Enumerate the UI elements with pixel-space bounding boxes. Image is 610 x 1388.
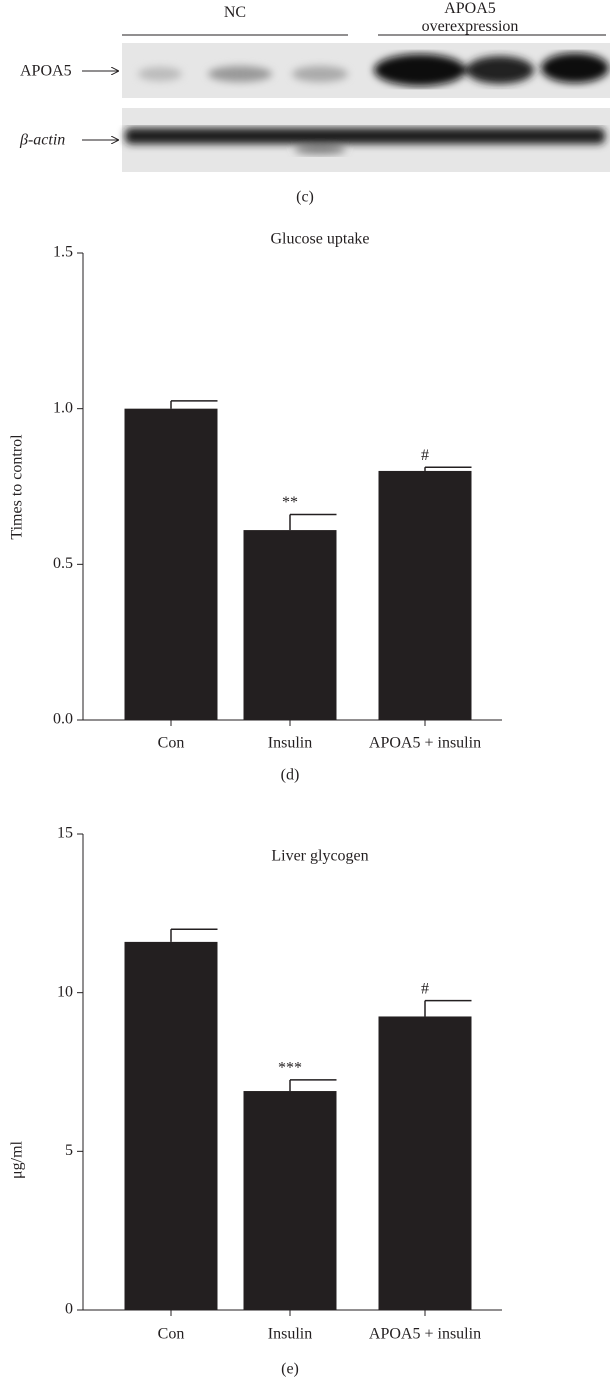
caption: (e) <box>281 1361 299 1378</box>
group-label: APOA5 overexpression <box>410 0 530 36</box>
y-tick-label: 1.0 <box>53 399 73 416</box>
y-tick-label: 15 <box>57 825 73 842</box>
significance-label: # <box>421 980 429 997</box>
x-tick-label: APOA5 + insulin <box>369 1326 481 1343</box>
caption: (c) <box>296 189 314 206</box>
bar <box>125 409 218 720</box>
chart-title: Glucose uptake <box>270 231 369 248</box>
x-tick-label: Con <box>158 1326 185 1343</box>
y-tick-label: 0 <box>65 1301 73 1318</box>
chart-title: Liver glycogen <box>271 848 368 865</box>
figure-svg: APOA5 β-actin (c) Glucose uptake Times to… <box>0 0 610 1388</box>
bar <box>125 942 218 1310</box>
x-tick-label: APOA5 + insulin <box>369 735 481 752</box>
bar <box>379 471 472 720</box>
bar <box>244 1091 337 1310</box>
y-axis-label: μg/ml <box>9 1140 26 1178</box>
y-tick-label: 0.0 <box>53 711 73 728</box>
bar <box>244 530 337 720</box>
significance-label: # <box>421 447 429 464</box>
significance-label: *** <box>278 1060 302 1077</box>
blot-apoa5 <box>122 43 610 98</box>
y-axis-label: Times to control <box>9 434 26 540</box>
x-tick-label: Insulin <box>268 735 312 752</box>
y-tick-label: 5 <box>65 1142 73 1159</box>
x-tick-label: Con <box>158 735 185 752</box>
caption: (d) <box>281 767 300 784</box>
y-tick-label: 0.5 <box>53 555 73 572</box>
x-tick-label: Insulin <box>268 1326 312 1343</box>
row-label: β-actin <box>19 132 65 149</box>
significance-label: ** <box>282 494 298 511</box>
group-label: NC <box>185 4 285 22</box>
bar <box>379 1016 472 1310</box>
y-tick-label: 10 <box>57 983 73 1000</box>
row-label: APOA5 <box>20 63 72 80</box>
y-tick-label: 1.5 <box>53 244 73 261</box>
figure: APOA5 β-actin (c) Glucose uptake Times to… <box>0 0 610 1388</box>
